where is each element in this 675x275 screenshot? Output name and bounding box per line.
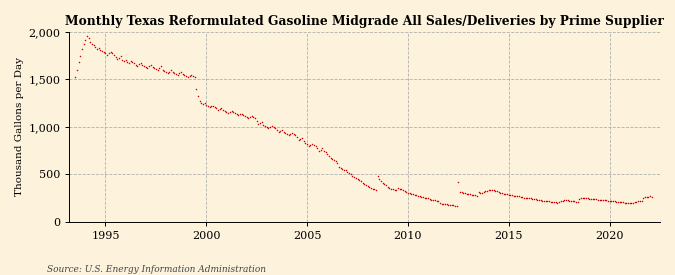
Text: Source: U.S. Energy Information Administration: Source: U.S. Energy Information Administ… <box>47 265 266 274</box>
Y-axis label: Thousand Gallons per Day: Thousand Gallons per Day <box>15 57 24 196</box>
Title: Monthly Texas Reformulated Gasoline Midgrade All Sales/Deliveries by Prime Suppl: Monthly Texas Reformulated Gasoline Midg… <box>65 15 664 28</box>
